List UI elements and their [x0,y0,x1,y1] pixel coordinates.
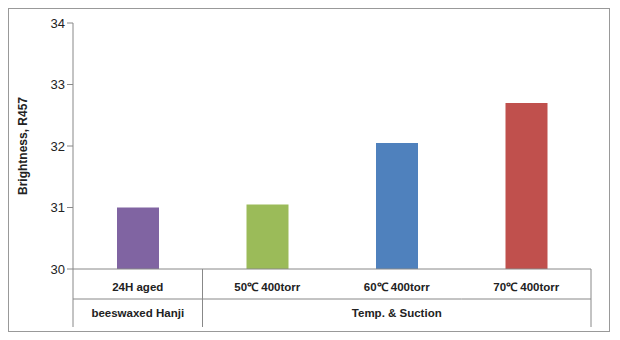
svg-text:Temp. & Suction: Temp. & Suction [352,307,442,319]
svg-text:30: 30 [51,262,65,277]
svg-text:32: 32 [51,139,65,154]
svg-text:70℃ 400torr: 70℃ 400torr [493,281,560,293]
svg-text:24H aged: 24H aged [112,281,163,293]
svg-text:50℃ 400torr: 50℃ 400torr [234,281,301,293]
svg-text:beeswaxed Hanji: beeswaxed Hanji [91,307,184,319]
svg-text:Brightness, R457: Brightness, R457 [16,97,30,195]
svg-text:60℃ 400torr: 60℃ 400torr [364,281,431,293]
svg-text:34: 34 [51,16,65,31]
svg-text:33: 33 [51,77,65,92]
svg-text:31: 31 [51,200,65,215]
